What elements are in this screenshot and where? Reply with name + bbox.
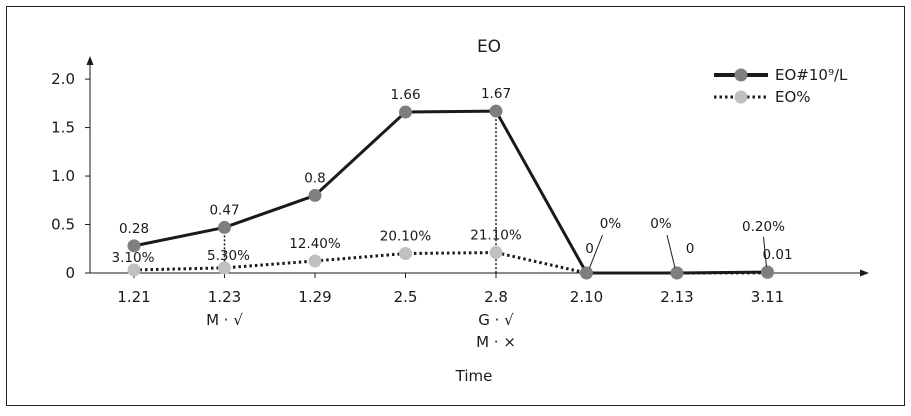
series-2-point — [399, 247, 412, 261]
series-1-data-label: 0.01 — [762, 247, 792, 263]
series-2-point — [308, 254, 322, 268]
series-1-point — [489, 104, 503, 118]
data-labels-layer: 0.28 0.47 0.8 1.66 1.67 0 0 0.01 3.10% 5.30% 12.40… — [112, 86, 793, 269]
label-leader-line — [763, 236, 767, 267]
label-leader-line — [666, 234, 676, 269]
series-1-data-label: 0.28 — [119, 221, 149, 237]
series-1-point — [670, 266, 684, 280]
x-tick-label: 1.23 — [208, 288, 241, 306]
y-tick-label: 1.5 — [51, 119, 75, 137]
y-tick-label: 1.0 — [51, 167, 75, 185]
x-tick-label: 3.11 — [751, 288, 784, 306]
legend-marker-series-2 — [734, 90, 748, 104]
series-2-data-label: 0% — [600, 216, 622, 232]
x-axis-arrow — [860, 269, 869, 277]
series-1-point — [127, 239, 141, 253]
label-leader-line — [589, 234, 603, 269]
series-1-data-label: 0 — [686, 241, 695, 257]
series-1-point — [308, 188, 322, 202]
series-line-2 — [133, 251, 768, 275]
x-axis-title: Time — [455, 367, 493, 385]
series-1-point — [218, 220, 231, 234]
x-tick-label: 2.5 — [394, 288, 418, 306]
series-1-data-label: 0.8 — [304, 170, 325, 186]
series-2-data-label: 5.30% — [207, 248, 250, 264]
y-tick-label: 0 — [65, 264, 75, 282]
series-2-data-label: 0% — [650, 216, 672, 232]
x-tick-sublabel: G · √ — [478, 311, 514, 329]
x-tick-sublabel: M · × — [476, 333, 516, 351]
series-1-point — [580, 266, 593, 280]
x-tick-label: 2.13 — [660, 288, 693, 306]
series-2-data-label: 3.10% — [112, 250, 155, 266]
series-layer — [127, 104, 774, 280]
series-1-point — [761, 265, 774, 279]
series-1-data-label: 0.47 — [209, 202, 239, 218]
x-tick-label: 2.10 — [570, 288, 603, 306]
legend: EO#10⁹/L EO% — [714, 66, 848, 106]
series-1-data-label: 1.66 — [390, 87, 420, 103]
chart-title: EO — [477, 37, 501, 57]
y-tick-label: 0.5 — [51, 216, 75, 234]
series-2-data-label: 0.20% — [742, 219, 785, 235]
legend-marker-series-1 — [734, 68, 748, 82]
x-axis-ticks: 1.21 1.23 1.29 2.5 2.8 2.10 2.13 3.11 M · √ G · √… — [117, 273, 784, 351]
series-2-data-label: 21.10% — [470, 228, 522, 244]
series-line-1 — [133, 109, 768, 275]
legend-label-series-2: EO% — [775, 88, 811, 106]
y-tick-label: 2.0 — [51, 70, 75, 88]
y-axis-ticks: 0 0.5 1.0 1.5 2.0 — [51, 70, 90, 282]
series-1-data-label: 0 — [585, 241, 594, 257]
x-tick-label: 1.29 — [298, 288, 331, 306]
y-axis-arrow — [86, 56, 94, 65]
series-2-point — [218, 261, 231, 275]
series-2-data-label: 12.40% — [289, 236, 341, 252]
series-1-data-label: 1.67 — [481, 86, 511, 102]
chart-border — [6, 6, 905, 406]
legend-label-series-1: EO#10⁹/L — [775, 66, 848, 84]
x-tick-label: 2.8 — [484, 288, 508, 306]
x-tick-label: 1.21 — [117, 288, 150, 306]
series-2-point — [127, 263, 141, 277]
series-2-data-label: 20.10% — [380, 229, 432, 245]
series-1-point — [399, 105, 412, 119]
series-2-point — [489, 246, 503, 260]
x-tick-sublabel: M · √ — [206, 311, 243, 329]
